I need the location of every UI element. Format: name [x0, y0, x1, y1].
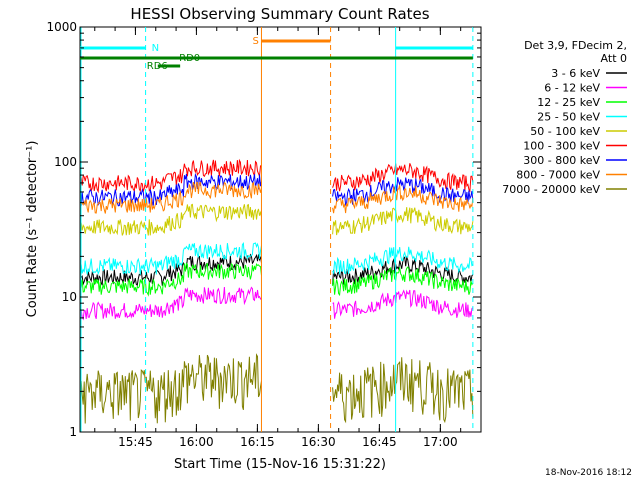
- y-ticks: 1 10 100 1000: [46, 20, 481, 439]
- series-line-segment-1: [80, 172, 262, 207]
- legend-entry-label: 6 - 12 keV: [544, 82, 600, 95]
- legend-entry-label: 50 - 100 keV: [530, 125, 600, 138]
- x-tick-label: 17:00: [423, 435, 458, 449]
- series-line-segment-2: [332, 177, 474, 207]
- legend-header-line2: Att 0: [601, 52, 627, 65]
- legend-entry-label: 300 - 800 keV: [523, 154, 600, 167]
- y-tick-label: 1000: [46, 20, 77, 34]
- series-line-segment-1: [80, 262, 262, 297]
- series-line-segment-1: [80, 158, 262, 194]
- series-line-segment-1: [80, 203, 262, 236]
- series-line-segment-1: [80, 253, 262, 287]
- series-line-segment-1: [81, 181, 262, 214]
- legend: Det 3,9, FDecim 2, Att 0 3 - 6 keV 6 - 12…: [502, 39, 627, 196]
- legend-entry-label: 100 - 300 keV: [523, 140, 600, 153]
- timestamp: 18-Nov-2016 18:12: [545, 468, 632, 478]
- annotation-label-s: S: [252, 36, 258, 47]
- legend-header-line1: Det 3,9, FDecim 2,: [524, 39, 627, 52]
- x-tick-label: 16:30: [301, 435, 336, 449]
- series-line-segment-1: [80, 353, 262, 424]
- overlay-layer: N S RD6 RD0: [80, 27, 474, 432]
- x-tick-label: 15:45: [118, 435, 153, 449]
- series-line-segment-1: [80, 241, 262, 276]
- legend-entry-label: 800 - 7000 keV: [516, 169, 600, 182]
- series-line-segment-2: [332, 255, 474, 285]
- y-axis-label: Count Rate (s⁻¹ detector⁻¹): [25, 141, 40, 318]
- chart-title: HESSI Observing Summary Count Rates: [130, 5, 429, 23]
- x-axis-label: Start Time (15-Nov-16 15:31:22): [174, 457, 386, 472]
- series-line-segment-2: [332, 163, 474, 193]
- series-line-segment-2: [332, 184, 474, 214]
- x-ticks: 15:45 16:00 16:15 16:30 16:45 17:00: [94, 27, 462, 449]
- x-tick-label: 16:00: [179, 435, 214, 449]
- legend-entry-label: 12 - 25 keV: [537, 96, 600, 109]
- series-line-segment-2: [332, 266, 474, 297]
- series-line-segment-2: [332, 207, 474, 236]
- series-layer: [80, 158, 474, 424]
- legend-entry-label: 25 - 50 keV: [537, 111, 600, 124]
- series-line-segment-2: [332, 246, 474, 276]
- annotation-label-rd0: RD0: [179, 53, 200, 64]
- legend-entry-label: 3 - 6 keV: [551, 67, 600, 80]
- x-tick-label: 16:15: [240, 435, 275, 449]
- x-tick-label: 16:45: [362, 435, 397, 449]
- plot-frame: [79, 26, 482, 433]
- annotation-label-n: N: [152, 43, 159, 54]
- y-tick-label: 1: [69, 425, 77, 439]
- series-line-segment-2: [332, 289, 474, 319]
- y-tick-label: 100: [54, 155, 77, 169]
- series-line-segment-1: [80, 286, 262, 321]
- legend-entry-label: 7000 - 20000 keV: [502, 183, 600, 196]
- annotation-label-rd6: RD6: [147, 61, 168, 72]
- series-line-segment-2: [332, 357, 474, 424]
- y-tick-label: 10: [62, 290, 77, 304]
- plot-area: N S RD6 RD0 1 10 100 1000 15:45 16:00 16:15 16:30…: [46, 20, 482, 449]
